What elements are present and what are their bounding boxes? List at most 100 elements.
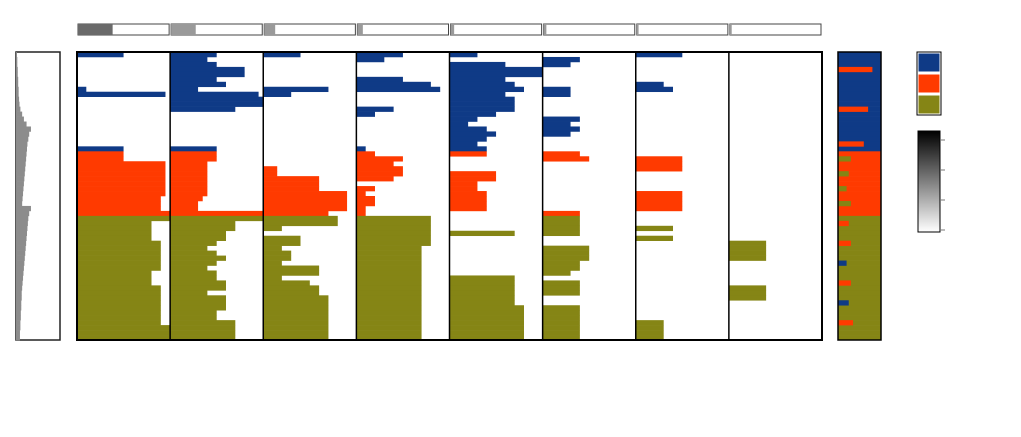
group-strip-mix [838, 156, 851, 162]
heatmap-cell [170, 106, 236, 112]
left-annotation-bar [16, 270, 24, 276]
heatmap-cell [449, 200, 487, 207]
heatmap-cell [170, 56, 208, 63]
heatmap-cell [263, 240, 301, 246]
heatmap-cell [77, 320, 161, 326]
group-strip-mix [838, 200, 851, 207]
heatmap-cell [263, 235, 301, 241]
heatmap-cell [263, 295, 329, 301]
top-annotation-frame [543, 23, 636, 36]
heatmap-cell [356, 240, 431, 246]
heatmap-cell [356, 320, 422, 326]
group-strip-cell [838, 161, 881, 167]
heatmap-cell [635, 200, 683, 207]
left-annotation-bar [16, 56, 18, 63]
group-strip-cell [838, 310, 881, 316]
left-annotation-bar [16, 111, 23, 117]
heatmap-cell [170, 76, 217, 83]
heatmap-cell [170, 220, 236, 227]
group-strip-cell [838, 245, 881, 251]
left-annotation-bar [16, 315, 21, 321]
top-annotation-bars [77, 23, 822, 36]
heatmap-cell [170, 280, 226, 286]
heatmap-cell [170, 285, 226, 291]
heatmap-cell [356, 161, 394, 167]
heatmap-cell [356, 265, 422, 271]
group-strip-cell [838, 290, 881, 296]
heatmap-cell [77, 52, 124, 58]
heatmap-cell [170, 335, 236, 341]
heatmap-cell [728, 250, 767, 256]
heatmap-cell [449, 81, 515, 88]
group-strip-cell [838, 235, 881, 241]
heatmap-cell [77, 255, 161, 261]
heatmap-cell [263, 91, 292, 97]
group-strip-cell [838, 156, 881, 162]
group-strip-cell [838, 81, 881, 88]
heatmap-cell [356, 335, 422, 341]
colorbar [917, 130, 945, 233]
heatmap-cell [542, 156, 590, 162]
heatmap-cell [263, 196, 348, 202]
group-strip-cell [838, 56, 881, 63]
top-annotation-frame [450, 23, 543, 36]
heatmap-cell [170, 86, 199, 93]
heatmap-cell [542, 305, 580, 311]
heatmap-cell [263, 171, 278, 177]
heatmap-cell [449, 330, 524, 336]
group-strip-cell [838, 176, 881, 182]
heatmap-cell [77, 275, 152, 281]
group-strip-cell [838, 126, 881, 132]
heatmap-cell [449, 151, 487, 157]
heatmap-cell [170, 310, 217, 316]
left-annotation-bar [16, 86, 19, 93]
heatmap-cell [449, 136, 487, 142]
left-annotation-frame [15, 51, 61, 341]
heatmap-cell [542, 325, 580, 331]
heatmap-cell [356, 220, 431, 227]
group-strip-mix [838, 186, 847, 192]
group-strip-mix [838, 320, 854, 326]
heatmap-cell [170, 196, 203, 202]
heatmap-cell [77, 205, 161, 212]
legend-swatch-blue [917, 52, 941, 73]
group-strip-cell [838, 111, 881, 117]
heatmap-cell [170, 81, 226, 88]
group-strip-cell [838, 71, 881, 78]
row-group-strip [837, 51, 882, 341]
left-annotation-bar [16, 126, 31, 132]
heatmap-cell [449, 290, 515, 296]
left-annotation-bar [16, 151, 27, 157]
heatmap-cell [263, 320, 329, 326]
heatmap-cell [449, 61, 506, 68]
heatmap-cell [263, 210, 329, 217]
left-annotation-bar [16, 265, 24, 271]
heatmap-cell [263, 191, 348, 197]
heatmap-cell [542, 210, 580, 217]
heatmap-cell [356, 235, 431, 241]
heatmap-cell [449, 96, 515, 102]
heatmap-cell [170, 260, 217, 266]
heatmap-cell [77, 285, 161, 291]
heatmap-cell [170, 240, 217, 246]
left-annotation-bar [16, 71, 18, 78]
heatmap-cell [356, 146, 366, 152]
heatmap-cell [170, 270, 217, 276]
heatmap-cell [356, 290, 422, 296]
group-strip-cell [838, 76, 881, 83]
heatmap-cell [356, 285, 422, 291]
heatmap-cell [356, 52, 403, 58]
left-annotation-bar [16, 136, 29, 142]
group-strip-cell [838, 61, 881, 68]
heatmap-cell [542, 121, 571, 127]
heatmap-cell [449, 320, 524, 326]
heatmap-cell [356, 230, 431, 237]
heatmap-cell [542, 335, 580, 341]
heatmap-cell [263, 300, 329, 306]
heatmap-cell [356, 200, 375, 207]
left-annotation-bar [16, 210, 30, 217]
heatmap-cell [356, 191, 366, 197]
top-annotation-fill [636, 24, 639, 35]
group-strip-cell [838, 300, 881, 306]
heatmap-cell [77, 305, 161, 311]
